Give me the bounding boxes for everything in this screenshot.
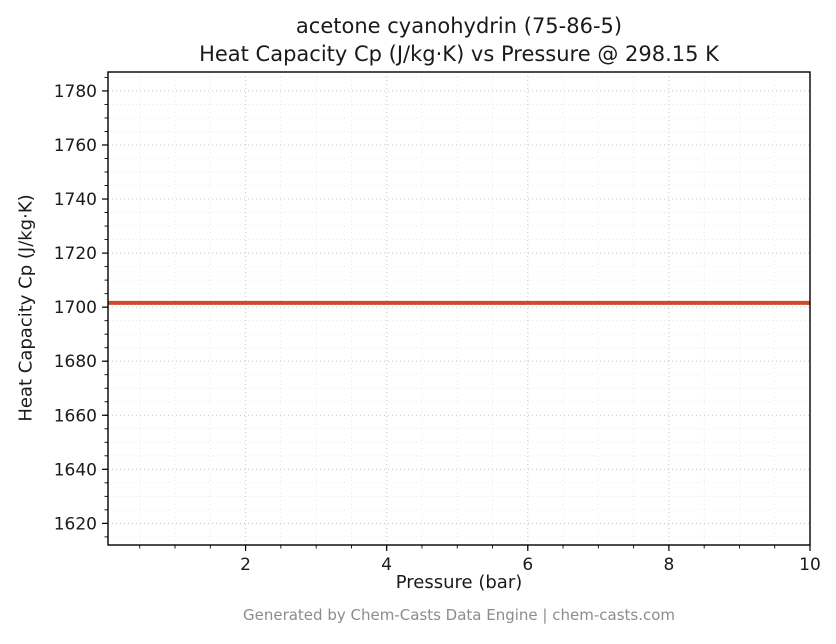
axes-border: [107, 71, 811, 546]
plot-background: [108, 72, 810, 545]
plot-area: 2 4 6 8 10 1620 1640 1660 1680 1700 1720 1740 1760 17…: [54, 71, 821, 575]
chart-title-line2: Heat Capacity Cp (J/kg·K) vs Pressure @ …: [199, 42, 719, 67]
y-axis-label: Heat Capacity Cp (J/kg·K): [15, 194, 37, 422]
y-tick-label: 1640: [54, 460, 97, 480]
x-axis-label: Pressure (bar): [395, 572, 523, 593]
footer-credit: Generated by Chem-Casts Data Engine | ch…: [242, 606, 676, 624]
x-tick-label: 8: [663, 555, 674, 575]
y-tick-label: 1620: [54, 514, 97, 534]
chart-title: acetone cyanohydrin (75-86-5) Heat Capac…: [199, 12, 719, 69]
x-tick-label: 4: [381, 555, 392, 575]
x-tick-label: 2: [240, 555, 251, 575]
y-tick-label: 1740: [54, 190, 97, 210]
y-tick-label: 1780: [54, 82, 97, 102]
y-tick-label: 1700: [54, 298, 97, 318]
y-tick-label: 1680: [54, 352, 97, 372]
x-tick-label: 10: [799, 555, 821, 575]
chart-title-line1: acetone cyanohydrin (75-86-5): [295, 14, 623, 38]
x-tick-label: 6: [522, 555, 533, 575]
y-tick-label: 1760: [54, 136, 97, 156]
y-tick-label: 1660: [54, 406, 97, 426]
y-tick-label: 1720: [54, 244, 97, 264]
